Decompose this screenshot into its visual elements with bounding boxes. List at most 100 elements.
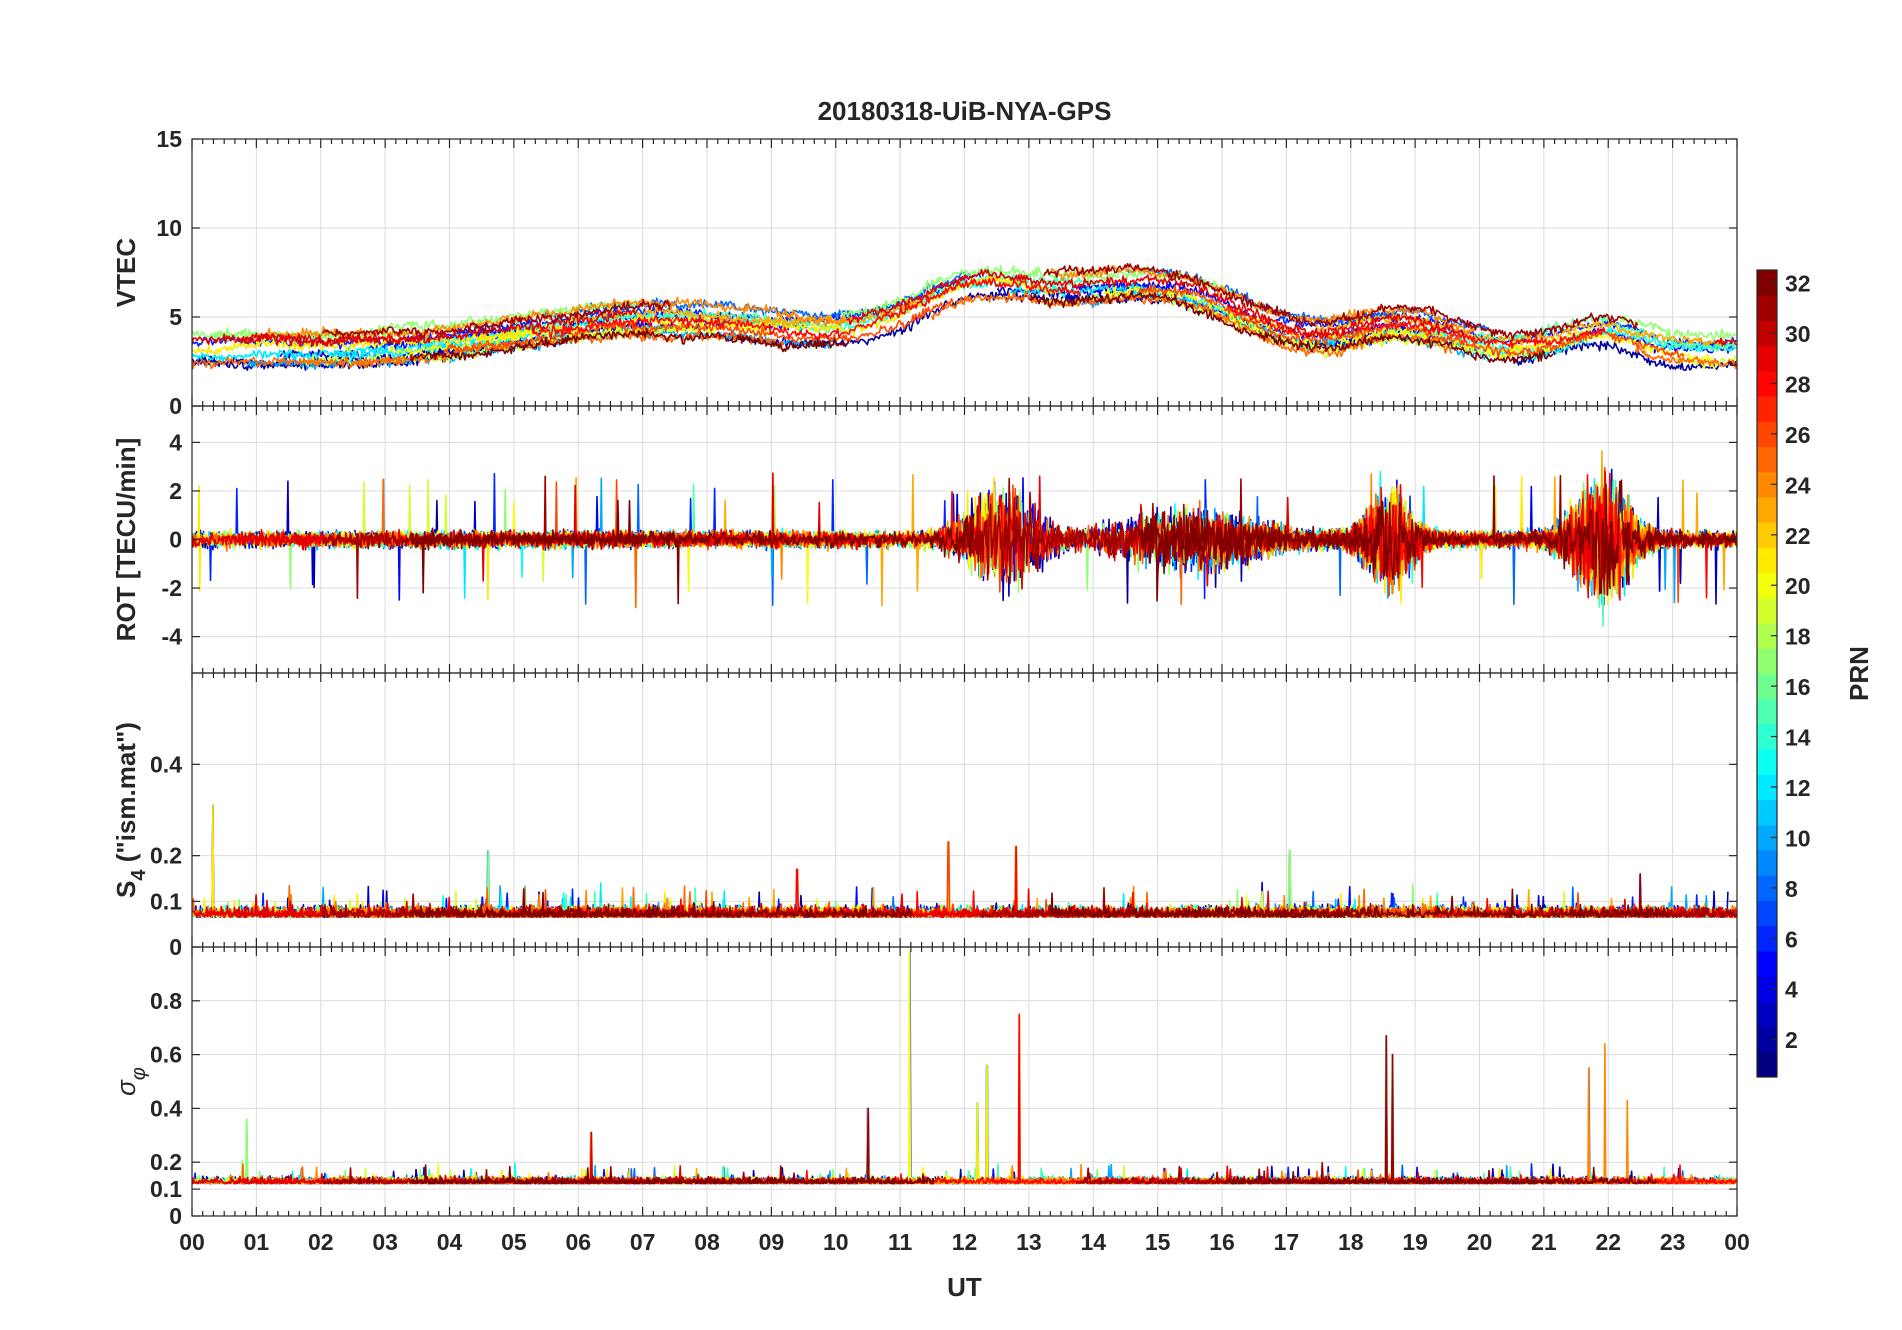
series-line-prn-17 (1002, 845, 1569, 919)
y-tick-label: 0.6 (150, 1042, 182, 1068)
x-tick-label: 20 (1467, 1229, 1493, 1255)
x-tick-label: 03 (372, 1229, 398, 1255)
colorbar-segment (1757, 673, 1777, 700)
x-tick-label: 22 (1595, 1229, 1621, 1255)
colorbar-segment (1757, 1001, 1777, 1028)
colorbar-segment (1757, 547, 1777, 574)
series-line-prn-6 (1097, 1035, 1561, 1185)
y-tick-label: 0.1 (150, 1176, 182, 1202)
series-line-prn-29 (233, 472, 865, 582)
x-tick-label: 18 (1338, 1229, 1364, 1255)
y-tick-label: 0 (169, 393, 182, 419)
colorbar-segment (1757, 597, 1777, 624)
colorbar-segment (1757, 370, 1777, 397)
series-line-prn-15 (510, 1064, 1059, 1185)
colorbar-tick-label: 20 (1785, 573, 1811, 599)
colorbar-segment (1757, 900, 1777, 927)
series-line-prn-31 (978, 886, 1373, 919)
colorbar-label: PRN (1844, 646, 1874, 701)
y-tick-label: 0 (169, 527, 182, 553)
colorbar-segment (1757, 270, 1777, 296)
y-axis-label-s4: S4 ("ism.mat") (111, 722, 150, 898)
colorbar-tick-label: 4 (1785, 977, 1798, 1003)
x-tick-label: 04 (437, 1229, 463, 1255)
colorbar-tick-label: 2 (1785, 1027, 1798, 1053)
series-line-prn-24 (267, 296, 847, 340)
x-tick-label: 00 (1724, 1229, 1750, 1255)
y-tick-label: 0 (169, 1203, 182, 1229)
series-line-prn-23 (1315, 312, 1725, 348)
colorbar-segment (1757, 522, 1777, 548)
colorbar-segment (1757, 648, 1777, 674)
x-tick-label: 05 (501, 1229, 527, 1255)
y-axis-label-sigma_phi: σφ (111, 1067, 150, 1096)
series-line-prn-29 (234, 1131, 732, 1185)
x-tick-label: 14 (1080, 1229, 1106, 1255)
colorbar-segment (1757, 976, 1777, 1002)
colorbar-segment (1757, 1051, 1777, 1078)
series-line-prn-28 (531, 1013, 1164, 1185)
series-group-s4 (192, 804, 1737, 919)
series-line-prn-21 (477, 1064, 1103, 1185)
y-tick-label: 0.2 (150, 1149, 182, 1175)
x-tick-label: 15 (1145, 1229, 1171, 1255)
x-tick-label: 10 (823, 1229, 849, 1255)
y-tick-label: 0 (169, 934, 182, 960)
colorbar-segment (1757, 1026, 1777, 1053)
y-tick-label: 5 (169, 304, 182, 330)
series-line-prn-31 (322, 298, 672, 339)
colorbar-segment (1757, 799, 1777, 826)
panel-vtec: 0 5 10 15 VTEC (111, 126, 1738, 419)
series-line-prn-12 (334, 1131, 719, 1185)
colorbar-tick-label: 10 (1785, 825, 1811, 851)
chart-title: 20180318-UiB-NYA-GPS (818, 96, 1112, 126)
y-axis-label-vtec: VTEC (111, 238, 141, 308)
series-line-prn-32 (410, 327, 849, 363)
series-line-prn-32 (1050, 888, 1669, 919)
series-line-prn-28 (532, 277, 1082, 343)
colorbar-segment (1757, 925, 1777, 952)
series-line-prn-32 (410, 499, 975, 605)
series-line-prn-32 (1137, 474, 1737, 602)
series-line-prn-31 (1075, 1035, 1556, 1185)
series-line-prn-2 (728, 1064, 1124, 1185)
y-tick-label: 0.8 (150, 988, 182, 1014)
series-line-prn-29 (234, 309, 637, 347)
series-line-prn-20 (1211, 1035, 1686, 1185)
colorbar-segment (1757, 396, 1777, 422)
x-tick-label: 23 (1660, 1229, 1686, 1255)
colorbar-segment (1757, 471, 1777, 498)
x-tick-label: 11 (888, 1229, 913, 1255)
x-tick-label: 17 (1274, 1229, 1300, 1255)
colorbar-segment (1757, 824, 1777, 851)
series-line-prn-15 (1475, 313, 1737, 352)
series-line-prn-31 (1576, 873, 1737, 919)
y-tick-label: 10 (156, 215, 182, 241)
colorbar-segment (1757, 723, 1777, 750)
x-tick-label: 02 (308, 1229, 334, 1255)
series-line-prn-5 (971, 1067, 1601, 1185)
series-line-prn-32 (1225, 1166, 1658, 1185)
colorbar-tick-label: 14 (1785, 725, 1811, 751)
colorbar-segment (1757, 496, 1777, 523)
y-tick-label: 2 (169, 478, 182, 504)
x-tick-label: 00 (179, 1229, 205, 1255)
colorbar-tick-label: 22 (1785, 523, 1811, 549)
colorbar-segment (1757, 446, 1777, 473)
colorbar-tick-label: 26 (1785, 422, 1811, 448)
series-line-prn-31 (322, 475, 645, 600)
series-line-prn-24 (1580, 1043, 1737, 1185)
colorbar-segment (1757, 774, 1777, 801)
colorbar-tick-label: 24 (1785, 472, 1811, 498)
colorbar-segment (1757, 345, 1777, 372)
series-line-prn-6 (456, 951, 917, 1185)
series-line-prn-17 (212, 1118, 565, 1185)
series-group-rot (192, 450, 1737, 627)
colorbar-segment (1757, 850, 1777, 876)
x-tick-label: 13 (1016, 1229, 1042, 1255)
colorbar-segment (1757, 320, 1777, 347)
series-line-prn-8 (544, 1064, 997, 1185)
y-tick-label: 15 (156, 126, 182, 152)
